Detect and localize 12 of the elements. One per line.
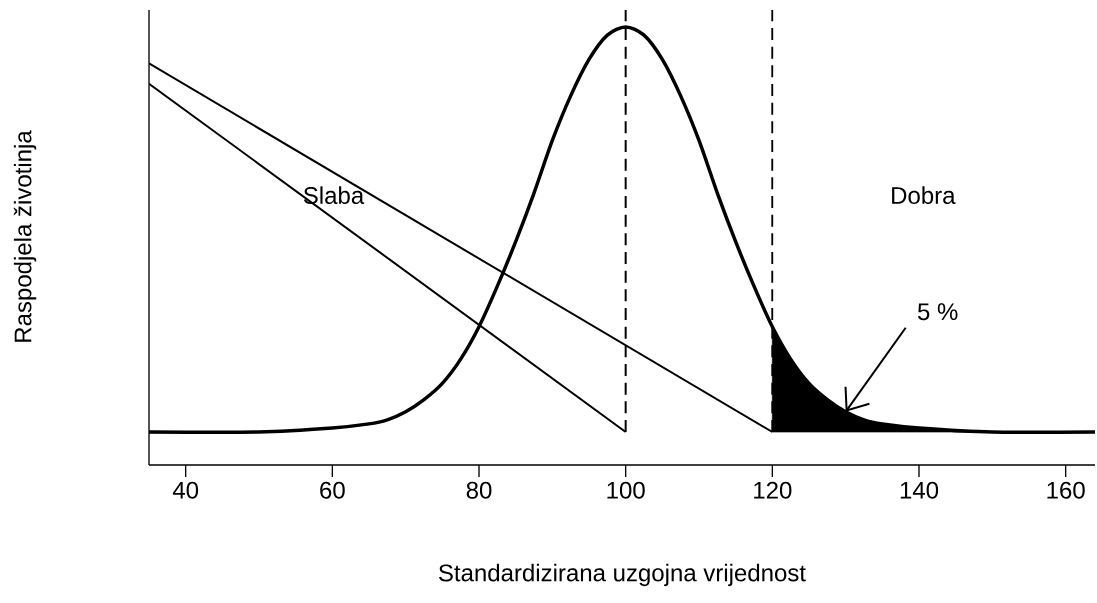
annotation: 5 % <box>917 303 958 321</box>
annotation: Dobra <box>892 186 956 204</box>
x-tick-label: 80 <box>466 481 492 499</box>
x-tick-label: 100 <box>607 481 645 499</box>
y-axis-title: Raspodjela životinja <box>13 130 37 342</box>
x-tick-label: 140 <box>900 481 939 499</box>
annotation: Slaba <box>303 186 365 204</box>
x-tick-label: 60 <box>320 481 345 499</box>
x-tick-label: 120 <box>754 481 792 499</box>
x-axis-title: Standardizirana uzgojna vrijednost <box>438 563 806 587</box>
x-tick-label: 40 <box>172 481 199 499</box>
x-tick-label: 160 <box>1047 481 1085 499</box>
